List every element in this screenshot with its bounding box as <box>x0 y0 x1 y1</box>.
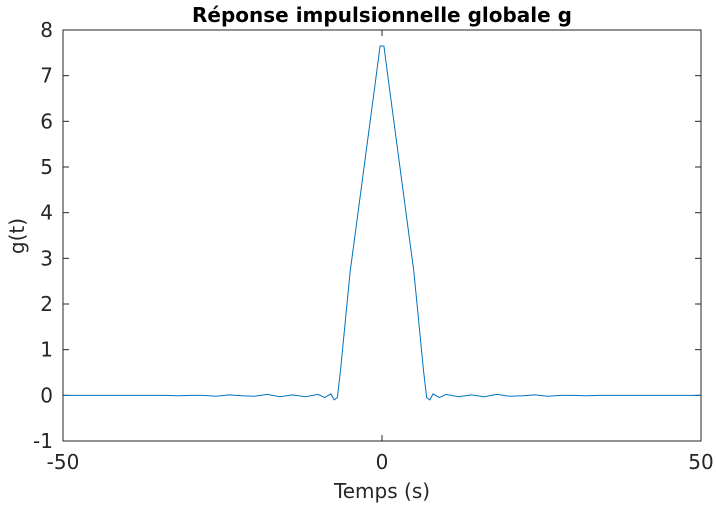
y-tick-label: 0 <box>40 383 53 407</box>
y-tick-label: -1 <box>33 429 53 453</box>
y-tick-label: 1 <box>40 338 53 362</box>
x-axis-label: Temps (s) <box>333 479 430 503</box>
series-line <box>63 45 701 401</box>
plot-area <box>63 30 701 441</box>
y-tick-label: 6 <box>40 109 53 133</box>
chart-title: Réponse impulsionnelle globale g <box>192 3 572 27</box>
plot-box <box>62 29 702 442</box>
tick-labels: -1 0 1 2 3 4 5 6 7 8 -50 0 50 <box>33 18 714 474</box>
y-axis-label: g(t) <box>5 218 29 254</box>
y-tick-label: 2 <box>40 292 53 316</box>
y-tick-label: 8 <box>40 18 53 42</box>
y-tick-label: 5 <box>40 155 53 179</box>
x-tick-label: 0 <box>376 450 389 474</box>
x-tick-label: -50 <box>47 450 80 474</box>
y-tick-label: 7 <box>40 64 53 88</box>
y-tick-label: 4 <box>40 201 53 225</box>
y-tick-label: 3 <box>40 246 53 270</box>
x-tick-label: 50 <box>688 450 713 474</box>
